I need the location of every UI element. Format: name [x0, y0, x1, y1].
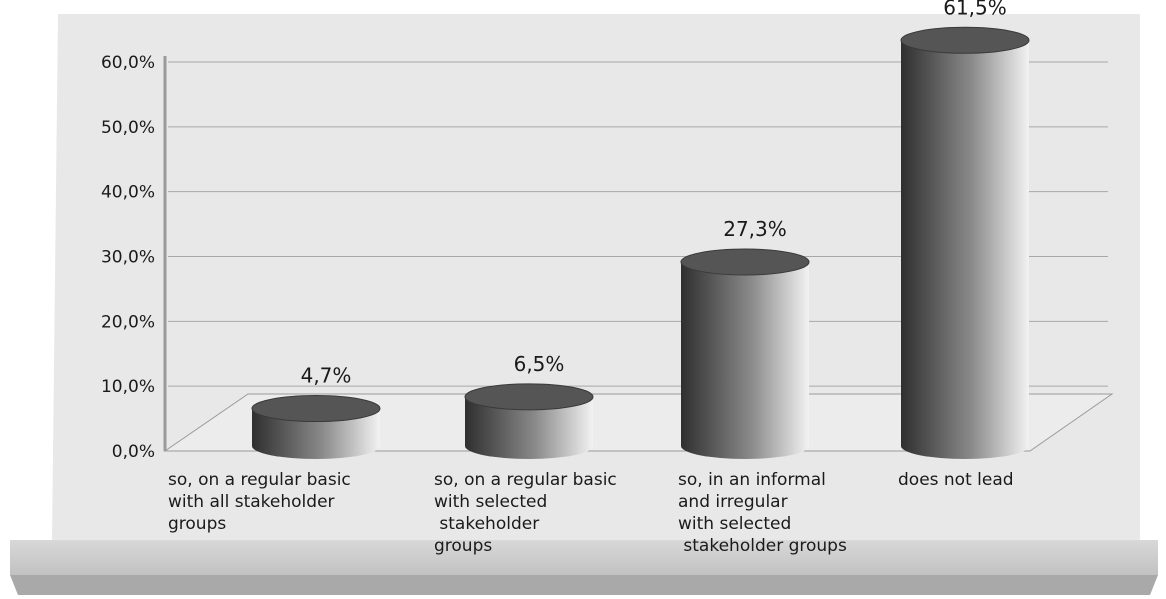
y-tick-label: 60,0% — [101, 53, 155, 73]
labels: 0,0% 10,0% 20,0% 30,0% 40,0% 50,0% 60,0% 4,7% 6,… — [101, 0, 1014, 556]
category-label: so, on a regular basic with selected stak… — [434, 470, 617, 556]
y-tick-label: 30,0% — [101, 248, 155, 268]
y-tick-label: 10,0% — [101, 377, 155, 397]
bar-body — [681, 262, 809, 459]
y-tick-label: 20,0% — [101, 312, 155, 332]
bar-top — [464, 383, 594, 411]
category-label-line: so, in an informal — [678, 470, 826, 490]
category-label: so, in an informal and irregular with sele… — [678, 470, 847, 556]
category-label-line: so, on a regular basic — [434, 470, 617, 490]
category-label-line: with all stakeholder — [168, 492, 335, 512]
category-label-line: so, on a regular basic — [168, 470, 351, 490]
chart-shelf — [10, 540, 1158, 575]
bar — [251, 395, 381, 459]
category-label-line: stakeholder — [434, 514, 539, 534]
category-label-line: with selected — [678, 514, 791, 534]
bars — [251, 26, 1030, 460]
category-label-line: does not lead — [898, 470, 1014, 490]
data-label: 61,5% — [943, 0, 1007, 19]
category-label: so, on a regular basic with all stakehold… — [168, 470, 351, 534]
data-label: 4,7% — [301, 364, 352, 388]
bar — [680, 248, 810, 459]
category-label: does not lead — [898, 470, 1014, 490]
bar-body — [252, 408, 380, 459]
chart-shelf-edge — [10, 575, 1158, 595]
bar-top — [251, 395, 381, 423]
category-label-line: groups — [168, 514, 226, 534]
bar-top — [680, 248, 810, 276]
y-tick-label: 0,0% — [112, 442, 155, 462]
bar — [900, 26, 1030, 460]
category-label-line: groups — [434, 536, 492, 556]
category-label-line: with selected — [434, 492, 547, 512]
category-label-line: stakeholder groups — [678, 536, 847, 556]
data-label: 6,5% — [514, 352, 565, 376]
data-label: 27,3% — [723, 217, 787, 241]
category-label-line: and irregular — [678, 492, 788, 512]
bar-body — [901, 40, 1029, 460]
bar — [464, 383, 594, 459]
y-tick-label: 40,0% — [101, 183, 155, 203]
y-tick-label: 50,0% — [101, 118, 155, 138]
bar-top — [900, 26, 1030, 54]
bar-body — [465, 396, 593, 459]
